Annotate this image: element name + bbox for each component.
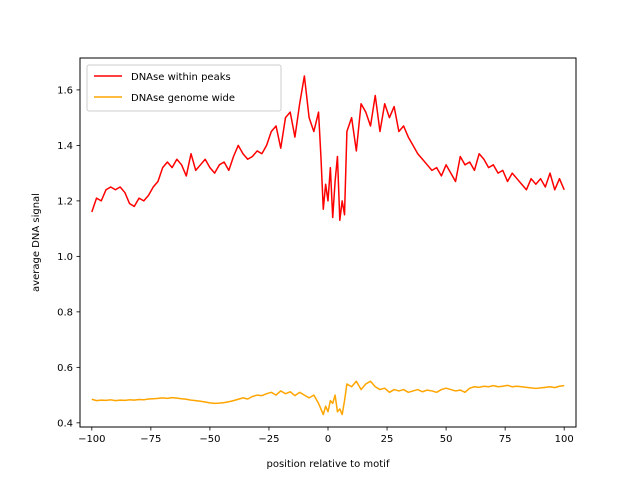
y-axis-title: average DNA signal xyxy=(31,193,42,292)
legend: DNAse within peaks DNAse genome wide xyxy=(86,64,282,112)
legend-box xyxy=(86,64,282,112)
x-tick-label: 100 xyxy=(555,434,574,445)
y-tick-label: 0.4 xyxy=(57,418,73,429)
series-line-genome-wide xyxy=(91,380,565,416)
legend-label-genome-wide: DNAse genome wide xyxy=(131,93,235,104)
y-tick-label: 0.8 xyxy=(57,307,73,318)
x-tick-label: −50 xyxy=(199,434,220,445)
series-line-within-peaks xyxy=(91,75,565,222)
y-tick-label: 1.4 xyxy=(57,141,73,152)
x-tick-label: 50 xyxy=(440,434,453,445)
x-axis: −100 −75 −50 −25 0 25 50 75 100 xyxy=(78,427,574,445)
x-tick-label: 25 xyxy=(381,434,394,445)
x-tick-label: −100 xyxy=(78,434,105,445)
x-axis-title: position relative to motif xyxy=(267,459,390,470)
y-axis: 0.4 0.6 0.8 1.0 1.2 1.4 1.6 xyxy=(57,85,80,429)
y-tick-label: 0.6 xyxy=(57,363,73,374)
y-tick-label: 1.0 xyxy=(57,252,73,263)
x-tick-label: −75 xyxy=(140,434,161,445)
x-tick-label: 0 xyxy=(325,434,331,445)
series-layer xyxy=(91,75,565,416)
x-tick-label: −25 xyxy=(258,434,279,445)
y-tick-label: 1.2 xyxy=(57,196,73,207)
y-tick-label: 1.6 xyxy=(57,85,73,96)
legend-label-within-peaks: DNAse within peaks xyxy=(131,72,231,83)
x-tick-label: 75 xyxy=(499,434,512,445)
